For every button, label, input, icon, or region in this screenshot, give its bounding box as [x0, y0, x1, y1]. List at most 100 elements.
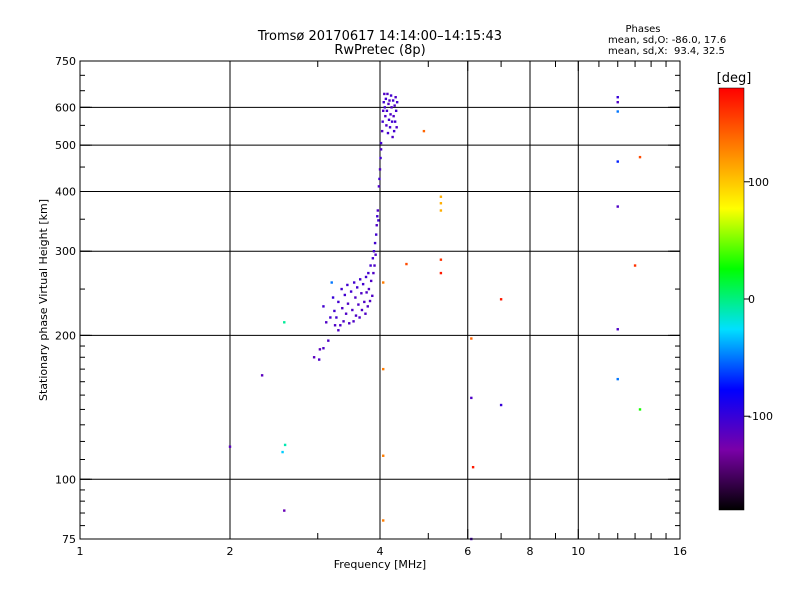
- data-point: [383, 106, 387, 109]
- data-point: [333, 324, 337, 327]
- x-tick-label: 16: [673, 545, 687, 558]
- data-point: [349, 290, 353, 293]
- data-point: [391, 135, 394, 139]
- colorbar-tick-label: 0: [748, 293, 755, 306]
- data-point: [325, 321, 328, 324]
- data-point: [373, 264, 376, 267]
- x-tick-label: 10: [571, 545, 585, 558]
- data-point: [260, 374, 264, 377]
- data-point: [392, 129, 396, 133]
- data-point: [228, 445, 232, 448]
- data-point: [329, 316, 332, 319]
- data-point: [382, 109, 385, 113]
- data-point: [339, 324, 342, 327]
- data-point: [341, 306, 344, 310]
- data-point: [342, 320, 345, 323]
- data-point: [352, 281, 356, 284]
- data-point: [343, 293, 347, 297]
- data-point: [360, 308, 364, 312]
- data-point: [376, 215, 379, 218]
- data-point: [335, 316, 338, 319]
- data-point: [382, 100, 385, 104]
- data-point: [379, 148, 383, 151]
- data-point: [372, 271, 375, 275]
- y-tick-label: 75: [62, 533, 76, 546]
- x-tick-label: 4: [377, 545, 384, 558]
- data-point: [375, 224, 378, 227]
- data-point: [371, 257, 375, 260]
- data-point: [394, 95, 397, 99]
- data-point: [377, 219, 380, 222]
- data-point: [616, 328, 619, 331]
- x-tick-label: 2: [227, 545, 234, 558]
- data-point: [616, 160, 619, 163]
- data-point: [616, 95, 619, 99]
- stats-heading: Phases: [625, 24, 660, 35]
- y-tick-label: 600: [55, 101, 76, 114]
- data-point: [393, 104, 396, 107]
- data-point: [346, 302, 350, 305]
- y-tick-label: 750: [55, 55, 76, 68]
- data-point: [357, 303, 360, 306]
- data-point: [638, 408, 642, 411]
- data-point: [387, 118, 391, 122]
- data-point: [348, 322, 351, 325]
- data-point: [363, 300, 366, 304]
- data-point: [281, 450, 284, 454]
- stats-line-o: mean, sd,O: -86.0, 17.6: [608, 35, 726, 46]
- data-point: [470, 337, 473, 340]
- data-point: [368, 299, 372, 303]
- data-point: [382, 281, 385, 284]
- data-point: [365, 291, 368, 294]
- data-point: [439, 271, 443, 275]
- data-point: [340, 287, 343, 291]
- chart-subtitle: RwPretec (8p): [334, 43, 425, 58]
- data-point: [337, 329, 340, 332]
- colorbar-tick-label: -100: [748, 410, 773, 423]
- data-point: [364, 275, 368, 279]
- data-point: [318, 348, 322, 351]
- y-tick-label: 500: [55, 139, 76, 152]
- data-point: [283, 321, 286, 324]
- data-point: [381, 120, 384, 123]
- colorbar-ticks: 100 0 -100: [744, 176, 773, 423]
- x-tick-label: 1: [77, 545, 84, 558]
- data-point: [366, 305, 369, 308]
- data-point: [378, 177, 381, 181]
- data-point: [391, 99, 395, 102]
- data-point: [384, 97, 388, 101]
- data-point: [346, 283, 349, 287]
- colorbar: [718, 87, 745, 511]
- data-point: [330, 281, 333, 284]
- y-tick-label: 200: [55, 329, 76, 342]
- grid-lines: [80, 61, 680, 539]
- colorbar-label: [deg]: [717, 71, 752, 86]
- data-point: [333, 309, 336, 313]
- data-point: [379, 156, 382, 160]
- data-point: [384, 114, 387, 118]
- data-point: [616, 100, 619, 104]
- data-point: [358, 278, 362, 281]
- data-point: [383, 92, 386, 96]
- data-point: [390, 120, 394, 123]
- data-point: [388, 126, 392, 129]
- x-axis-label: Frequency [MHz]: [334, 558, 426, 571]
- data-point: [616, 205, 619, 208]
- data-point: [385, 109, 389, 113]
- data-point: [389, 94, 393, 97]
- data-point: [633, 264, 637, 267]
- data-point: [376, 209, 380, 212]
- data-point: [327, 339, 330, 342]
- data-point: [312, 356, 316, 359]
- data-point: [386, 131, 390, 135]
- data-point: [367, 271, 370, 275]
- data-point: [395, 126, 398, 129]
- data-point: [354, 296, 357, 299]
- data-point: [361, 282, 365, 286]
- data-point: [392, 114, 395, 118]
- data-point: [364, 312, 367, 315]
- data-point: [283, 509, 286, 512]
- data-point: [387, 102, 390, 106]
